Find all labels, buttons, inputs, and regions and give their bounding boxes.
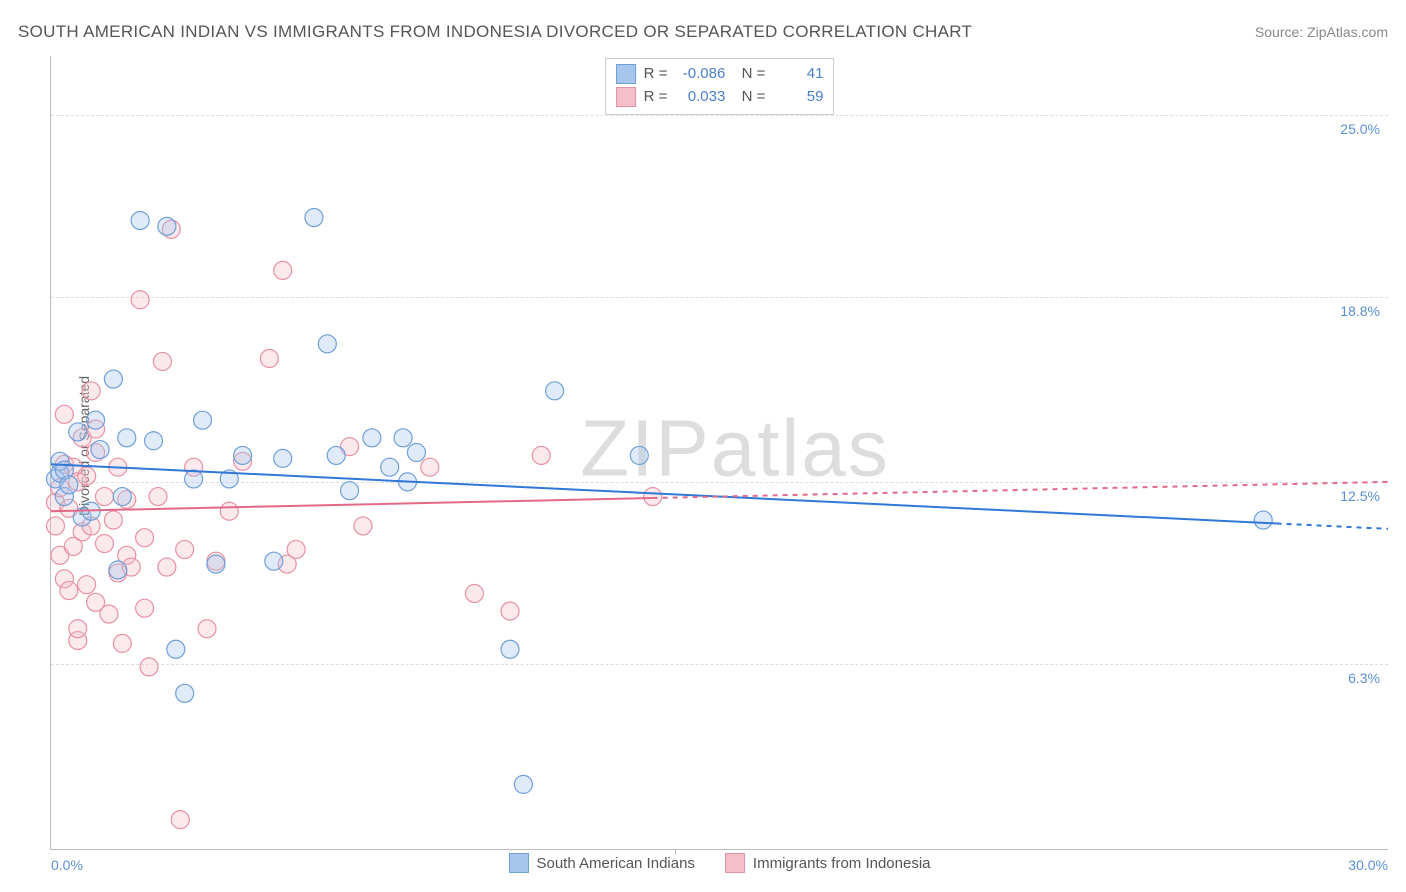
swatch-series-0-icon [508,853,528,873]
y-tick-label: 18.8% [1340,303,1380,319]
stats-row-series-0: R = -0.086 N = 41 [616,63,824,86]
data-point [171,811,189,829]
trend-line-dashed [1277,523,1388,528]
data-point [113,634,131,652]
source-attribution: Source: ZipAtlas.com [1255,24,1388,40]
data-point [198,620,216,638]
data-point [644,488,662,506]
n-value-0: 41 [773,63,823,86]
x-tick-min: 0.0% [51,857,83,873]
data-point [546,382,564,400]
data-point [104,511,122,529]
r-value-1: 0.033 [675,86,725,109]
data-point [145,432,163,450]
data-point [194,411,212,429]
data-point [407,444,425,462]
data-point [327,446,345,464]
data-point [153,352,171,370]
data-point [87,411,105,429]
y-tick-label: 6.3% [1348,670,1380,686]
data-point [514,775,532,793]
chart-plot-area: ZIPatlas R = -0.086 N = 41 R = 0.033 N =… [50,56,1388,850]
data-point [501,640,519,658]
data-point [118,429,136,447]
data-point [95,488,113,506]
data-point [274,449,292,467]
data-point [46,517,64,535]
data-point [149,488,167,506]
data-point [109,561,127,579]
data-point [131,291,149,309]
data-point [318,335,336,353]
data-point [501,602,519,620]
data-point [78,467,96,485]
data-point [630,446,648,464]
swatch-series-1-icon [725,853,745,873]
data-point [265,552,283,570]
data-point [274,261,292,279]
data-point [136,529,154,547]
y-tick-label: 25.0% [1340,121,1380,137]
y-tick-label: 12.5% [1340,488,1380,504]
data-point [104,370,122,388]
data-point [167,640,185,658]
data-point [69,620,87,638]
data-point [158,558,176,576]
data-point [421,458,439,476]
swatch-series-1 [616,87,636,107]
data-point [55,405,73,423]
x-center-tick [675,849,676,855]
swatch-series-0 [616,64,636,84]
data-point [381,458,399,476]
data-point [185,470,203,488]
data-point [95,535,113,553]
data-point [176,684,194,702]
data-point [100,605,118,623]
trend-line-dashed [653,482,1388,498]
scatter-plot-svg [51,56,1388,849]
n-value-1: 59 [773,86,823,109]
data-point [69,423,87,441]
x-tick-max: 30.0% [1348,857,1388,873]
data-point [60,582,78,600]
data-point [176,540,194,558]
data-point [341,482,359,500]
data-point [354,517,372,535]
series-legend: South American Indians Immigrants from I… [508,853,930,873]
data-point [305,209,323,227]
data-point [394,429,412,447]
data-point [140,658,158,676]
data-point [113,488,131,506]
data-point [60,476,78,494]
legend-label-0: South American Indians [536,855,694,872]
stats-row-series-1: R = 0.033 N = 59 [616,86,824,109]
data-point [1254,511,1272,529]
legend-item-0: South American Indians [508,853,694,873]
legend-item-1: Immigrants from Indonesia [725,853,931,873]
r-value-0: -0.086 [675,63,725,86]
data-point [91,441,109,459]
data-point [207,555,225,573]
data-point [131,211,149,229]
data-point [363,429,381,447]
data-point [465,584,483,602]
stats-legend-box: R = -0.086 N = 41 R = 0.033 N = 59 [605,58,835,115]
legend-label-1: Immigrants from Indonesia [753,855,931,872]
data-point [260,350,278,368]
chart-title: SOUTH AMERICAN INDIAN VS IMMIGRANTS FROM… [18,22,972,42]
data-point [220,502,238,520]
data-point [158,217,176,235]
data-point [287,540,305,558]
data-point [234,446,252,464]
data-point [136,599,154,617]
data-point [78,576,96,594]
data-point [532,446,550,464]
data-point [82,382,100,400]
